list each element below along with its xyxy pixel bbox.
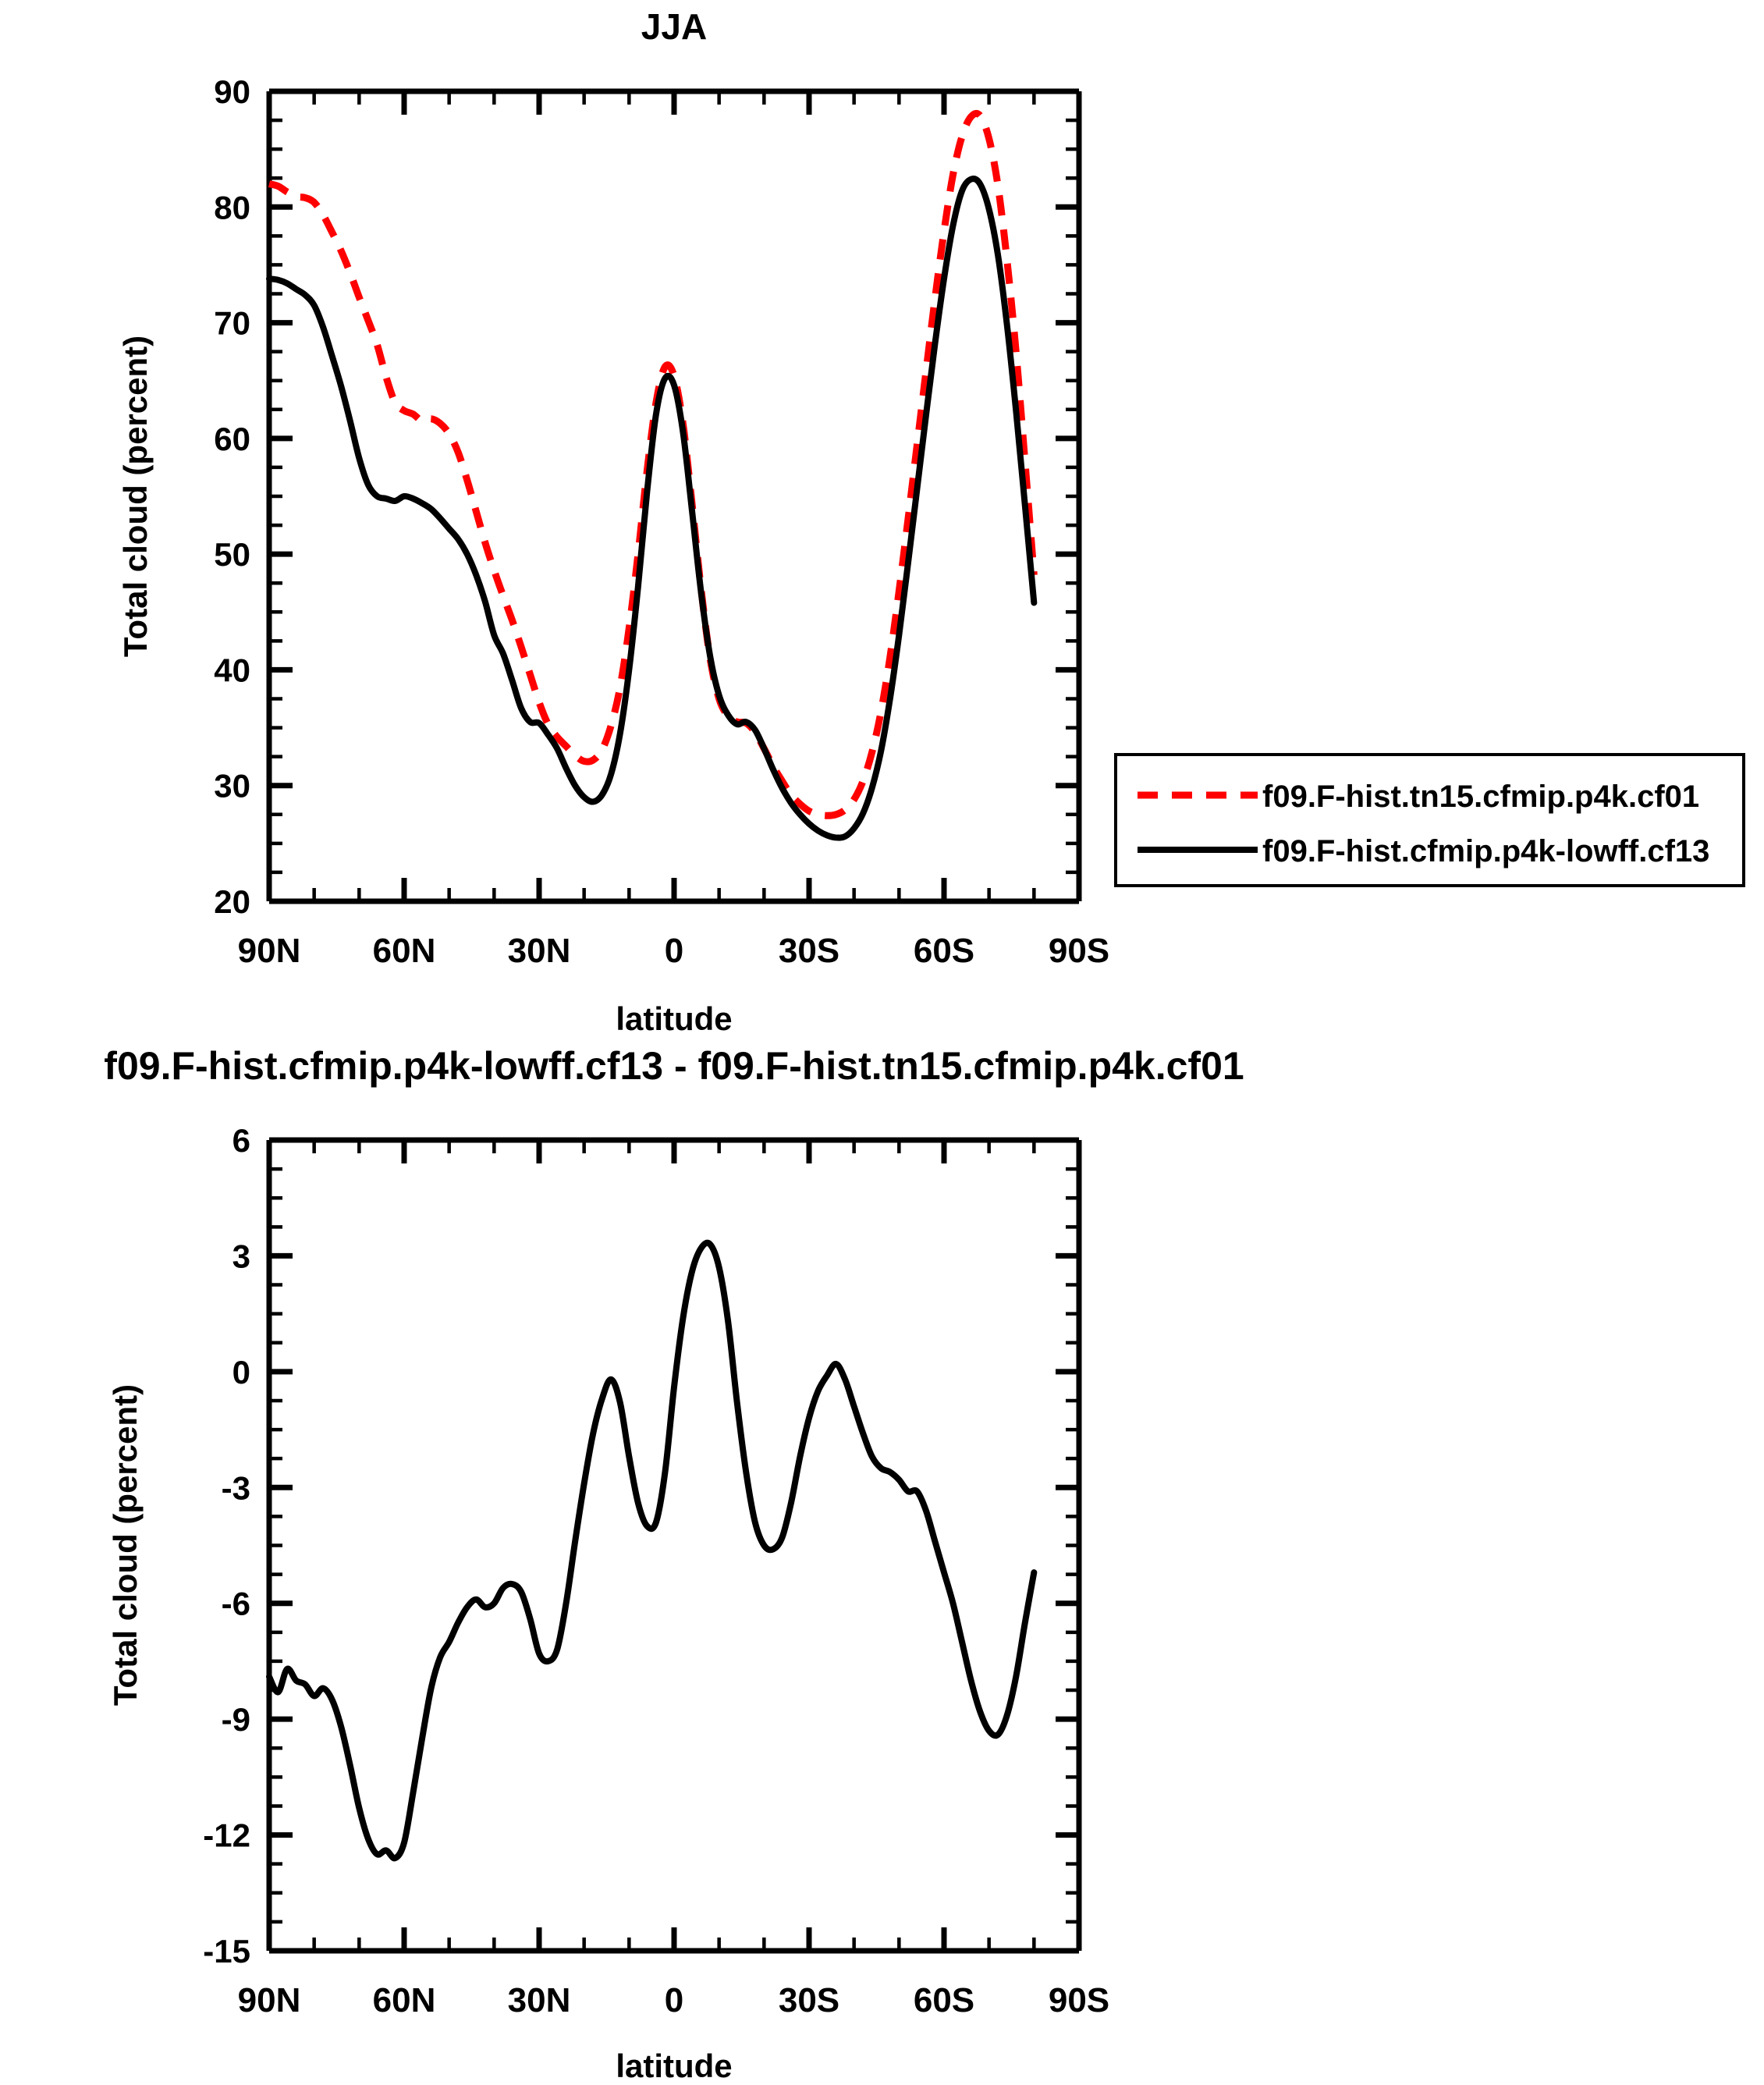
difference-panel-y-axis-label: Total cloud (percent) [107, 1384, 144, 1706]
y-tick-label: 50 [214, 536, 250, 573]
x-tick-label: 30N [508, 1981, 571, 2019]
top-panel: JJA 20 30 40 50 60 70 80 90 90N 60N 30N 0 30S 60S 90S… [117, 6, 1109, 1037]
legend: f09.F-hist.tn15.cfmip.p4k.cf01 f09.F-hist… [1114, 753, 1745, 887]
y-tick-label: 80 [214, 189, 250, 226]
y-tick-label: 60 [214, 421, 250, 457]
x-tick-label: 90N [238, 1981, 301, 2019]
top-panel-y-tick-labels: 20 30 40 50 60 70 80 90 [214, 73, 250, 920]
legend-box [1114, 753, 1745, 887]
difference-panel-x-axis-label: latitude [616, 2048, 732, 2084]
x-tick-label: 90S [1049, 932, 1109, 970]
y-tick-label: -9 [222, 1701, 250, 1738]
top-panel-x-tick-labels: 90N 60N 30N 0 30S 60S 90S [238, 932, 1110, 970]
y-tick-label: 3 [232, 1238, 250, 1274]
x-tick-label: 30S [779, 1981, 839, 2019]
difference-panel-y-tick-labels: -15 -12 -9 -6 -3 0 3 6 [203, 1122, 250, 1970]
x-tick-label: 60N [373, 1981, 436, 2019]
y-tick-label: 70 [214, 305, 250, 342]
y-tick-label: 20 [214, 883, 250, 920]
difference-panel-series [266, 1239, 1038, 1862]
difference-panel: -15 -12 -9 -6 -3 0 3 6 90N 60N 30N 0 30S 60S 90S lati… [107, 1122, 1109, 2084]
x-tick-label: 0 [665, 932, 683, 970]
difference-panel-title: f09.F-hist.cfmip.p4k-lowff.cf13 - f09.F-… [104, 1044, 1244, 1088]
y-tick-label: -15 [203, 1933, 250, 1970]
difference-panel-ticks [266, 1137, 1082, 1954]
y-tick-label: 30 [214, 768, 250, 805]
y-tick-label: 0 [232, 1354, 250, 1391]
legend-item-label-2: f09.F-hist.cfmip.p4k-lowff.cf13 [1262, 834, 1709, 868]
y-tick-label: 6 [232, 1122, 250, 1159]
top-panel-x-axis-label: latitude [616, 1000, 732, 1037]
x-tick-label: 60S [914, 932, 974, 970]
y-tick-label: -6 [222, 1586, 250, 1622]
x-tick-label: 60S [914, 1981, 974, 2019]
difference-panel-x-tick-labels: 90N 60N 30N 0 30S 60S 90S [238, 1981, 1110, 2019]
series-line-1 [268, 109, 1038, 819]
series-line-2 [266, 176, 1038, 841]
x-tick-label: 30S [779, 932, 839, 970]
x-tick-label: 30N [508, 932, 571, 970]
x-tick-label: 60N [373, 932, 436, 970]
top-panel-y-axis-label: Total cloud (percent) [117, 336, 154, 657]
y-tick-label: -12 [203, 1817, 250, 1854]
y-tick-label: 40 [214, 652, 250, 688]
y-tick-label: -3 [222, 1469, 250, 1506]
x-tick-label: 0 [665, 1981, 683, 2019]
page-title: JJA [641, 6, 707, 47]
difference-panel-axes [266, 1137, 1082, 1954]
series-line-1 [266, 1239, 1038, 1862]
y-tick-label: 90 [214, 73, 250, 110]
top-panel-series [266, 109, 1038, 841]
top-panel-ticks [266, 88, 1082, 904]
legend-item-label-1: f09.F-hist.tn15.cfmip.p4k.cf01 [1262, 780, 1699, 814]
x-tick-label: 90N [238, 932, 301, 970]
x-tick-label: 90S [1049, 1981, 1109, 2019]
